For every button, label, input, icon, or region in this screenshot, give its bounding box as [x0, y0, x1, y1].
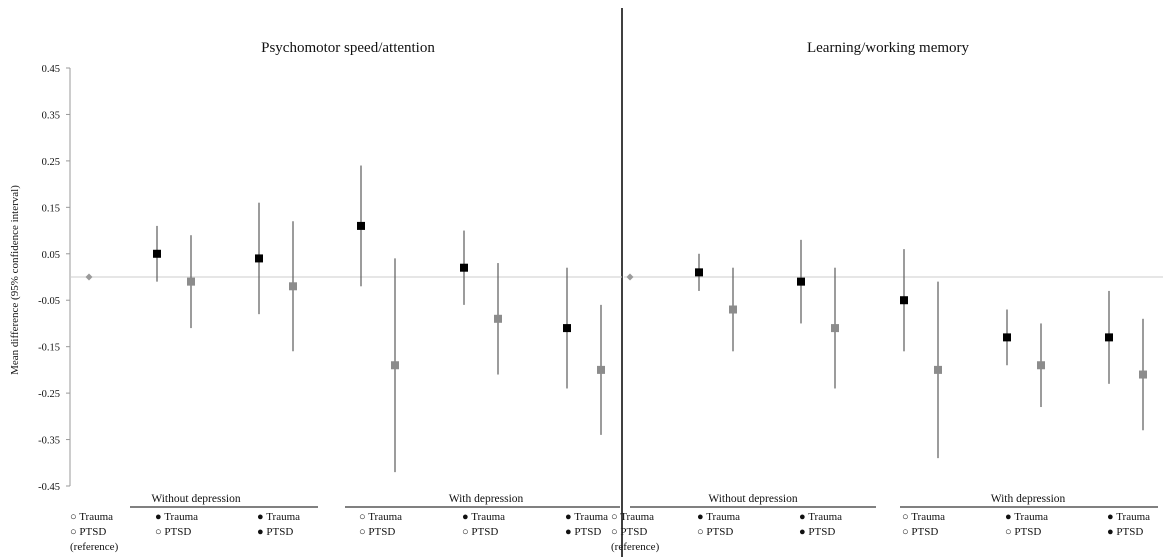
group-label: With depression: [991, 493, 1066, 505]
point-marker-gray: [729, 305, 737, 314]
reference-marker: [85, 273, 93, 281]
category-label-ptsd: ● PTSD: [1107, 526, 1143, 538]
category-label-ptsd: ○ PTSD: [462, 526, 498, 538]
point-marker-gray: [289, 282, 297, 291]
reference-marker: [626, 273, 634, 281]
point-marker-black: [900, 296, 908, 305]
y-tick-label: 0.05: [42, 250, 60, 261]
y-tick-label: -0.05: [38, 296, 60, 307]
y-tick-label: -0.15: [38, 343, 60, 354]
category-label-ptsd: ● PTSD: [257, 526, 293, 538]
group-label: With depression: [449, 493, 524, 505]
panel-title: Learning/working memory: [807, 40, 970, 56]
point-marker-gray: [494, 314, 502, 323]
category-label-ptsd: ● PTSD: [565, 526, 601, 538]
y-tick-label: 0.45: [42, 64, 60, 75]
category-label-ptsd: ○ PTSD: [155, 526, 191, 538]
category-label-trauma: ● Trauma: [1005, 511, 1048, 523]
point-marker-gray: [831, 324, 839, 333]
group-label: Without depression: [708, 493, 798, 505]
category-label-trauma: ● Trauma: [1107, 511, 1150, 523]
category-label-trauma: ● Trauma: [257, 511, 300, 523]
category-label-trauma: ● Trauma: [799, 511, 842, 523]
point-marker-gray: [597, 365, 605, 374]
category-label-trauma: ○ Trauma: [359, 511, 402, 523]
category-label-trauma: ○ Trauma: [902, 511, 945, 523]
point-marker-black: [255, 254, 263, 263]
point-marker-black: [1105, 333, 1113, 342]
point-marker-gray: [934, 365, 942, 374]
point-marker-black: [695, 268, 703, 277]
category-label-ptsd: ● PTSD: [799, 526, 835, 538]
point-marker-black: [1003, 333, 1011, 342]
category-label-ptsd: ○ PTSD: [697, 526, 733, 538]
point-marker-gray: [1139, 370, 1147, 379]
y-tick-label: -0.25: [38, 389, 60, 400]
panel-1: Psychomotor speed/attention 0.45 0.35 0.25 0…: [38, 40, 622, 553]
category-label-ptsd: ○ PTSD: [1005, 526, 1041, 538]
point-marker-gray: [1037, 361, 1045, 370]
y-tick-label: -0.35: [38, 436, 60, 447]
y-axis-title: Mean difference (95% confidence interval…: [9, 185, 21, 375]
point-marker-black: [797, 277, 805, 286]
category-label-reference: (reference): [70, 541, 119, 553]
panel-title: Psychomotor speed/attention: [261, 40, 435, 56]
y-tick-label: 0.25: [42, 157, 60, 168]
point-marker-black: [357, 221, 365, 230]
category-label-ptsd: ○ PTSD: [611, 526, 647, 538]
category-label-ptsd: ○ PTSD: [70, 526, 106, 538]
point-marker-black: [153, 249, 161, 258]
point-marker-gray: [391, 361, 399, 370]
category-label-ptsd: ○ PTSD: [902, 526, 938, 538]
point-marker-black: [460, 263, 468, 272]
category-label-trauma: ● Trauma: [155, 511, 198, 523]
category-label-trauma: ● Trauma: [697, 511, 740, 523]
category-label-trauma: ○ Trauma: [70, 511, 113, 523]
y-tick-label: -0.45: [38, 482, 60, 493]
point-marker-gray: [187, 277, 195, 286]
panel-2: Learning/working memory Without depressio…: [611, 40, 1163, 553]
category-label-trauma: ○ Trauma: [611, 511, 654, 523]
point-marker-black: [563, 324, 571, 333]
category-label-ptsd: ○ PTSD: [359, 526, 395, 538]
category-label-reference: (reference): [611, 541, 660, 553]
category-label-trauma: ● Trauma: [462, 511, 505, 523]
y-tick-label: 0.15: [42, 203, 60, 214]
y-tick-label: 0.35: [42, 110, 60, 121]
category-label-trauma: ● Trauma: [565, 511, 608, 523]
group-label: Without depression: [151, 493, 241, 505]
